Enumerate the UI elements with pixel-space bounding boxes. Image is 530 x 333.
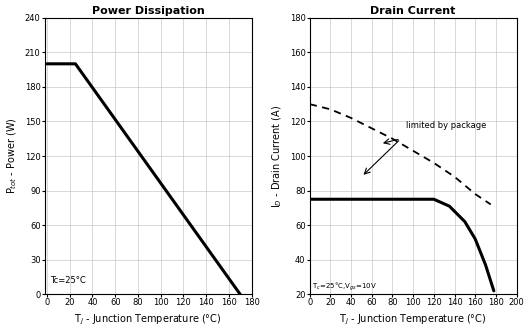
Title: Drain Current: Drain Current <box>370 6 456 16</box>
Text: T$_c$=25°C,V$_{gs}$=10V: T$_c$=25°C,V$_{gs}$=10V <box>312 280 377 293</box>
Text: Tc=25°C: Tc=25°C <box>50 276 86 285</box>
X-axis label: T$_j$ - Junction Temperature (°C): T$_j$ - Junction Temperature (°C) <box>339 313 487 327</box>
Text: limited by package: limited by package <box>406 121 487 130</box>
Y-axis label: I$_D$ - Drain Current (A): I$_D$ - Drain Current (A) <box>271 105 284 208</box>
Title: Power Dissipation: Power Dissipation <box>92 6 205 16</box>
Y-axis label: P$_{tot}$ - Power (W): P$_{tot}$ - Power (W) <box>5 118 19 194</box>
X-axis label: T$_j$ - Junction Temperature (°C): T$_j$ - Junction Temperature (°C) <box>74 313 222 327</box>
